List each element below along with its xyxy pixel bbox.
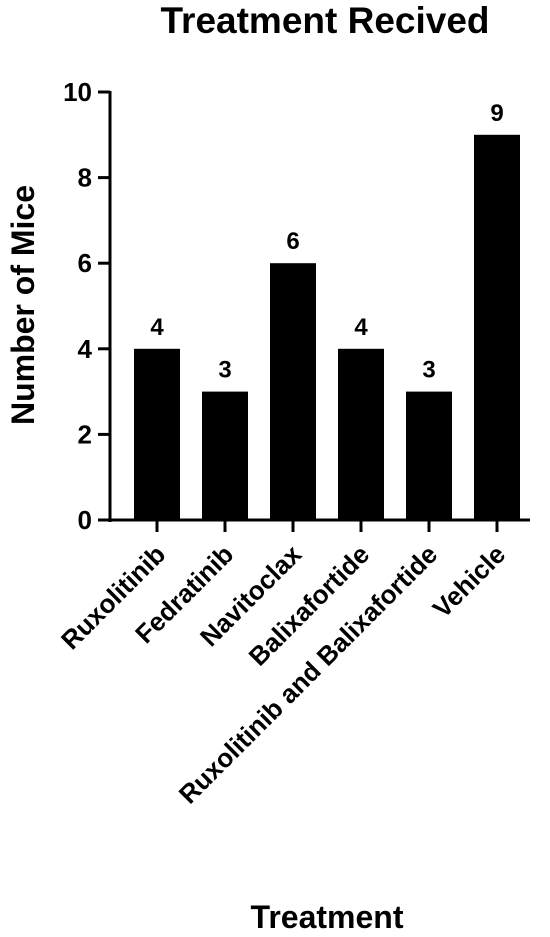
y-tick-label: 4 xyxy=(78,334,93,364)
bar xyxy=(134,348,180,520)
data-labels: 4 3 6 4 3 9 xyxy=(150,100,503,384)
y-tick-label: 6 xyxy=(78,248,92,278)
bar xyxy=(474,134,520,521)
chart-title: Treatment Recived xyxy=(160,0,489,41)
bar xyxy=(270,263,316,520)
category-label: Vehicle xyxy=(427,539,512,624)
data-label: 4 xyxy=(354,314,368,341)
y-axis-title: Number of Mice xyxy=(5,185,41,425)
data-label: 4 xyxy=(150,314,164,341)
data-label: 3 xyxy=(422,357,435,384)
data-label: 9 xyxy=(490,100,503,127)
bar xyxy=(338,348,384,520)
y-tick-label: 0 xyxy=(78,505,92,535)
y-axis: 0 2 4 6 8 10 xyxy=(63,77,112,535)
x-axis xyxy=(109,518,530,532)
data-label: 3 xyxy=(218,357,231,384)
bar xyxy=(406,391,452,520)
y-tick-label: 10 xyxy=(63,77,92,107)
bar xyxy=(202,391,248,520)
y-tick-label: 8 xyxy=(78,163,92,193)
category-labels: RuxolitinibFedratinibNavitoclaxBalixafor… xyxy=(55,539,511,810)
bars xyxy=(134,134,520,521)
data-label: 6 xyxy=(286,228,299,255)
x-axis-title: Treatment xyxy=(251,899,404,935)
y-tick-label: 2 xyxy=(78,419,92,449)
